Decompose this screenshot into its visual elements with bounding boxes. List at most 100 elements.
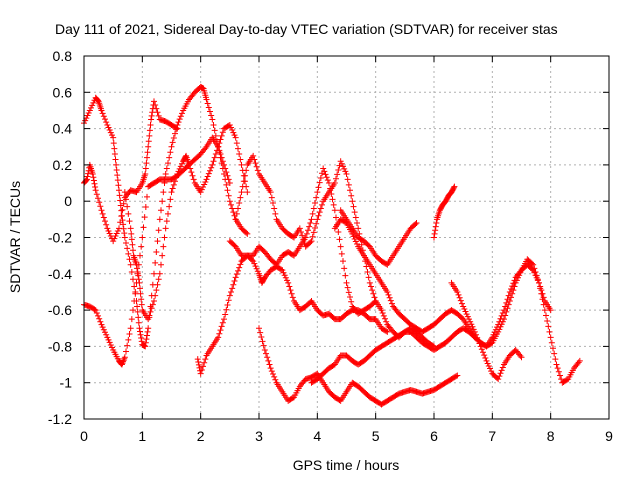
data-point: [113, 230, 120, 237]
data-point: [173, 174, 180, 181]
data-point: [116, 225, 122, 232]
data-point: [96, 199, 103, 206]
data-point: [252, 263, 259, 270]
data-point: [287, 287, 294, 294]
data-point: [365, 274, 372, 281]
data-point: [92, 184, 99, 191]
data-point: [433, 219, 440, 226]
data-point: [462, 308, 469, 315]
data-point: [128, 268, 135, 275]
data-point: [349, 198, 356, 205]
data-point: [228, 124, 234, 131]
data-point: [112, 233, 119, 240]
data-point: [550, 345, 556, 352]
data-point: [172, 178, 178, 185]
data-point: [211, 127, 218, 134]
data-point: [551, 350, 558, 357]
data-point: [249, 257, 255, 264]
data-point: [103, 331, 110, 338]
data-point: [153, 249, 160, 256]
data-point: [90, 177, 97, 184]
data-point: [312, 200, 318, 207]
data-point: [280, 269, 287, 276]
data-point: [99, 210, 106, 217]
data-point: [382, 315, 388, 322]
data-point: [90, 99, 97, 106]
data-point: [229, 205, 236, 212]
y-tick-label: 0.4: [53, 121, 73, 137]
data-point: [384, 288, 391, 295]
data-point: [576, 357, 583, 364]
data-point: [138, 296, 145, 303]
data-point: [336, 236, 343, 243]
data-point: [106, 127, 113, 134]
data-point: [145, 316, 152, 323]
x-tick-label: 6: [430, 428, 438, 444]
data-point: [176, 165, 183, 172]
data-point: [331, 180, 338, 187]
data-point: [95, 312, 101, 319]
data-point: [518, 354, 525, 361]
data-point: [156, 216, 163, 223]
data-point: [498, 367, 505, 374]
data-point: [110, 140, 117, 147]
data-point: [331, 207, 338, 214]
data-point: [118, 361, 125, 368]
data-point: [508, 294, 514, 301]
data-point: [237, 156, 244, 163]
data-point: [225, 297, 232, 304]
data-point: [221, 161, 227, 168]
data-point: [345, 289, 352, 296]
data-point: [145, 325, 152, 332]
data-point: [453, 373, 460, 380]
data-point: [214, 147, 220, 154]
data-point: [236, 264, 243, 271]
data-point: [230, 209, 237, 216]
x-axis-label: GPS time / hours: [293, 457, 400, 473]
data-point: [464, 313, 471, 320]
data-point: [236, 151, 243, 158]
y-tick-label: -1.2: [48, 411, 72, 427]
data-point: [271, 373, 278, 380]
data-point: [310, 205, 317, 212]
data-point: [137, 290, 144, 297]
data-point: [201, 181, 208, 188]
data-point: [532, 268, 539, 275]
data-point: [203, 96, 210, 103]
data-point: [313, 194, 320, 201]
data-point: [454, 288, 461, 295]
data-point: [225, 176, 232, 183]
data-point: [198, 366, 205, 373]
data-point: [468, 321, 475, 328]
data-point: [221, 316, 227, 323]
data-point: [231, 278, 238, 285]
data-point: [517, 269, 524, 276]
data-point: [223, 181, 230, 188]
data-point: [506, 298, 513, 305]
data-point: [170, 181, 177, 188]
data-point: [267, 189, 274, 196]
data-point: [345, 181, 352, 188]
data-point: [476, 340, 483, 347]
data-point: [120, 357, 127, 364]
data-point: [98, 107, 105, 114]
data-point: [142, 343, 149, 350]
data-point: [264, 354, 271, 361]
data-point: [155, 112, 162, 119]
data-point: [546, 328, 553, 335]
data-point: [144, 154, 150, 161]
data-point: [217, 327, 224, 334]
data-point: [229, 285, 236, 292]
data-point: [253, 265, 260, 272]
data-point: [326, 180, 332, 187]
data-point: [540, 301, 547, 308]
x-tick-label: 5: [372, 428, 380, 444]
data-point: [96, 315, 103, 322]
data-point: [160, 243, 167, 250]
data-point: [498, 321, 505, 328]
data-point: [347, 294, 353, 301]
series-arc-6: [226, 238, 391, 335]
data-point: [149, 109, 156, 116]
data-point: [142, 170, 149, 177]
